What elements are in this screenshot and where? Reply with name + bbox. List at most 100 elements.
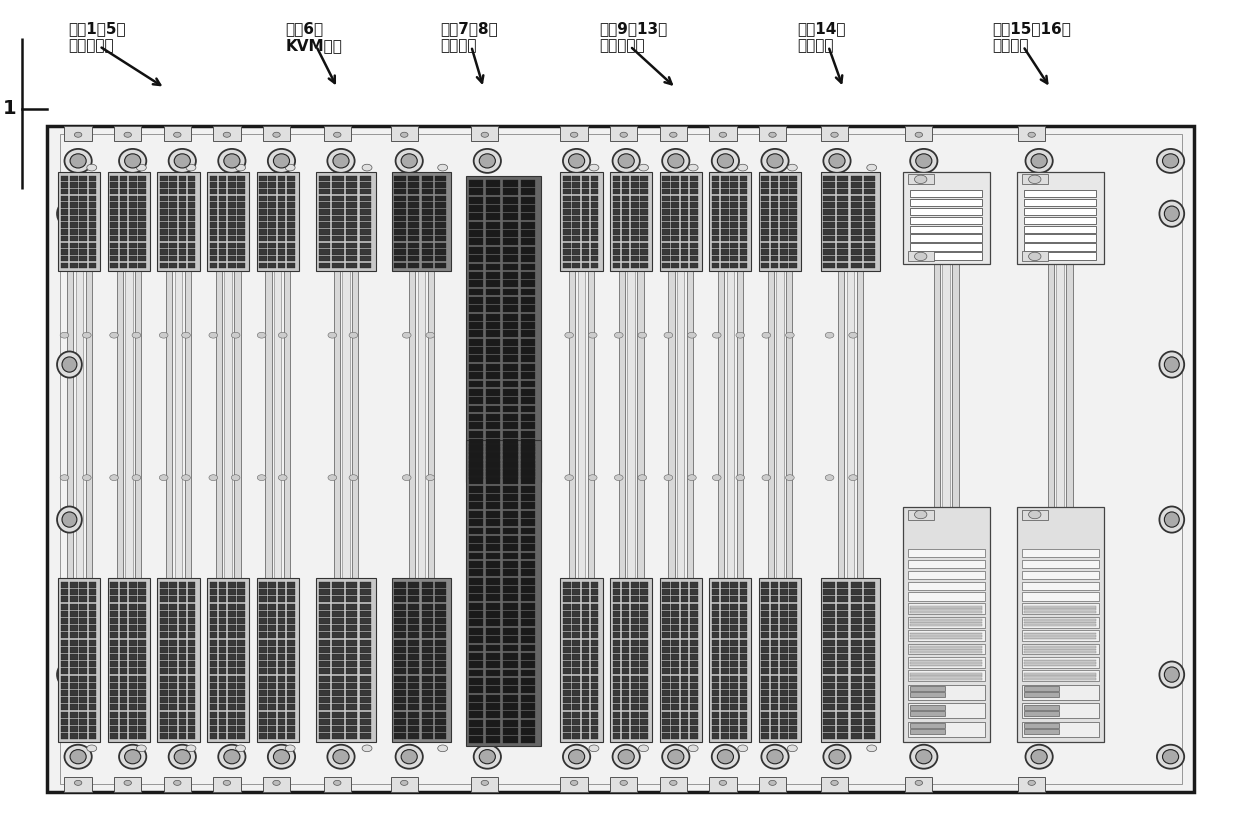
Bar — [770, 202, 779, 208]
Bar — [360, 675, 371, 681]
Bar — [640, 262, 649, 268]
Bar — [228, 697, 236, 703]
Bar — [521, 389, 534, 396]
Bar — [672, 262, 680, 268]
Bar — [486, 305, 500, 313]
Ellipse shape — [1159, 506, 1184, 533]
Bar — [408, 597, 419, 603]
Bar — [582, 647, 589, 653]
Ellipse shape — [766, 154, 784, 168]
Circle shape — [186, 164, 196, 171]
Bar — [720, 256, 729, 261]
Bar — [1022, 603, 1099, 614]
Bar — [851, 209, 862, 215]
Bar — [179, 202, 186, 208]
Bar — [486, 511, 500, 518]
Bar — [563, 242, 570, 248]
Bar — [503, 737, 517, 743]
Bar — [662, 633, 670, 639]
Bar — [259, 633, 267, 639]
Bar — [69, 711, 78, 717]
Bar — [486, 389, 500, 396]
Bar — [408, 229, 419, 235]
Ellipse shape — [662, 745, 689, 768]
Bar — [346, 182, 357, 188]
Bar — [278, 215, 285, 221]
Bar — [689, 711, 698, 717]
Circle shape — [570, 780, 578, 785]
Bar — [521, 222, 534, 229]
Bar — [770, 195, 779, 201]
Bar — [910, 665, 982, 666]
Bar — [228, 222, 236, 228]
Bar — [681, 229, 688, 235]
Bar — [823, 639, 835, 645]
Bar — [469, 256, 482, 262]
Bar — [210, 582, 217, 588]
Bar — [837, 639, 848, 645]
Bar — [631, 603, 639, 609]
Bar — [521, 439, 534, 446]
Circle shape — [735, 332, 744, 338]
Bar — [238, 633, 246, 639]
Bar — [770, 242, 779, 248]
Circle shape — [915, 132, 923, 137]
Bar — [621, 697, 630, 703]
Bar — [621, 675, 630, 681]
Ellipse shape — [1025, 745, 1053, 768]
Bar — [188, 195, 196, 201]
Bar — [188, 222, 196, 228]
Bar — [288, 726, 295, 732]
Bar — [435, 597, 446, 603]
Bar — [188, 633, 196, 639]
Bar — [776, 271, 784, 578]
Bar — [837, 726, 848, 732]
Bar — [119, 589, 128, 595]
Bar — [789, 242, 797, 248]
Bar — [631, 202, 639, 208]
Bar — [739, 182, 748, 188]
Bar — [660, 578, 702, 742]
Bar — [324, 126, 351, 141]
Bar — [210, 195, 217, 201]
Bar — [689, 683, 698, 689]
Bar — [408, 189, 419, 194]
Bar — [435, 705, 446, 711]
Bar — [228, 235, 236, 241]
Bar — [169, 733, 177, 739]
Bar — [503, 205, 517, 212]
Bar — [394, 256, 405, 261]
Bar — [823, 222, 835, 228]
Bar — [278, 175, 285, 181]
Bar — [228, 669, 236, 675]
Bar — [346, 189, 357, 194]
Circle shape — [131, 474, 141, 481]
Bar — [119, 733, 128, 739]
Ellipse shape — [761, 149, 789, 173]
Bar — [79, 242, 87, 248]
Bar — [169, 618, 177, 624]
Bar — [503, 397, 517, 404]
Bar — [582, 195, 589, 201]
Bar — [621, 683, 630, 689]
Bar — [572, 242, 580, 248]
Bar — [910, 646, 982, 648]
Bar — [582, 618, 589, 624]
Bar — [469, 414, 482, 421]
Bar — [662, 256, 670, 261]
Bar — [720, 675, 729, 681]
Bar — [720, 222, 729, 228]
Bar — [1048, 264, 1054, 507]
Bar — [79, 603, 87, 609]
Bar — [910, 635, 982, 637]
Text: 1: 1 — [4, 100, 16, 118]
Ellipse shape — [479, 154, 496, 168]
Bar — [110, 669, 118, 675]
Bar — [582, 611, 589, 617]
Bar — [662, 661, 670, 667]
Bar — [864, 209, 875, 215]
Bar — [521, 594, 534, 601]
Bar — [278, 195, 285, 201]
Bar — [435, 242, 446, 248]
Bar — [631, 705, 639, 711]
